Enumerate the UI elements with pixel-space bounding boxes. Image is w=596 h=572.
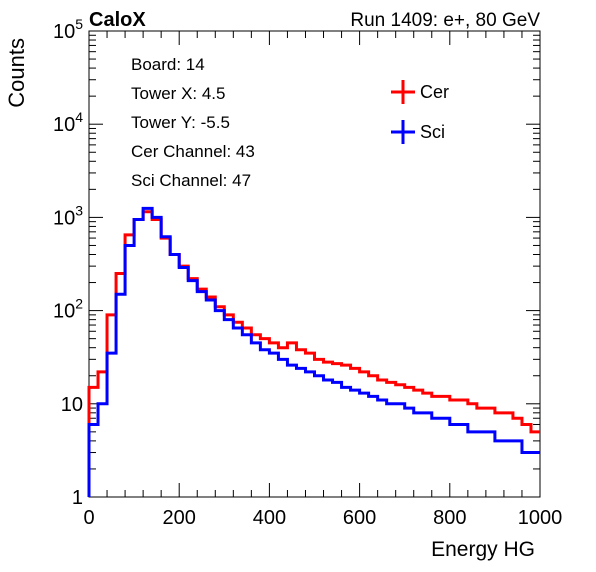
x-tick-label: 200 (163, 507, 196, 529)
y-tick-label: 103 (53, 202, 83, 229)
header-right: Run 1409: e+, 80 GeV (350, 10, 540, 31)
x-axis-label: Energy HG (431, 538, 535, 561)
legend-label-sci: Sci (420, 122, 445, 142)
plot-frame (88, 30, 541, 498)
series-cer-line (87, 210, 540, 497)
y-axis-label: Counts (4, 38, 29, 108)
x-tick-label: 1000 (518, 507, 563, 529)
header-left: CaloX (89, 9, 146, 31)
info-tower-x: Tower X: 4.5 (131, 84, 226, 103)
info-board: Board: 14 (131, 55, 205, 74)
x-tick-label: 400 (253, 507, 286, 529)
info-cer-channel: Cer Channel: 43 (131, 142, 255, 161)
y-tick-label: 1 (72, 487, 83, 509)
legend: Cer Sci (391, 80, 449, 144)
y-tick-label: 104 (53, 109, 83, 136)
y-tick-label: 102 (53, 296, 83, 323)
info-sci-channel: Sci Channel: 47 (131, 171, 251, 190)
legend-marker-sci (391, 120, 415, 144)
series-layer (87, 206, 540, 497)
x-tick-label: 0 (83, 507, 94, 529)
info-tower-y: Tower Y: -5.5 (131, 113, 230, 132)
legend-marker-cer (391, 80, 415, 104)
info-box: Board: 14 Tower X: 4.5 Tower Y: -5.5 Cer… (120, 46, 360, 200)
x-tick-label: 600 (343, 507, 376, 529)
axis-ticks: 0 200 400 600 800 1000 1 10 102 103 104 105 (53, 16, 562, 529)
legend-label-cer: Cer (420, 82, 449, 102)
x-tick-label: 800 (433, 507, 466, 529)
series-sci-line (87, 206, 540, 497)
y-tick-label: 105 (53, 16, 83, 43)
y-tick-label: 10 (61, 394, 83, 416)
